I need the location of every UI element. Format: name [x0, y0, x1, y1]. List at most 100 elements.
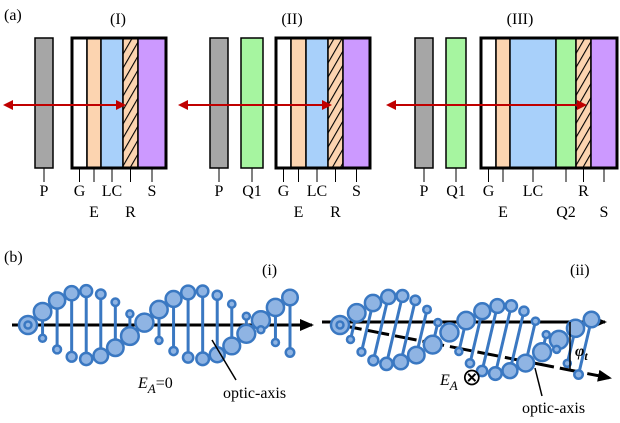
layer-label: E: [89, 204, 99, 221]
leader: [211, 339, 237, 381]
molecule-end: [222, 336, 242, 356]
molecule-end: [265, 297, 286, 318]
molecule-end: [179, 284, 197, 301]
molecule-end: [345, 334, 356, 345]
molecule-rod: [577, 319, 593, 375]
layer: [555, 37, 577, 169]
molecule-end: [487, 365, 503, 382]
molecule-end: [454, 346, 464, 357]
layer: [137, 37, 167, 169]
molecule-end: [421, 304, 433, 315]
molecule-end: [335, 320, 345, 330]
layer: [342, 37, 371, 169]
field-symbol: E: [137, 375, 148, 392]
layer: [34, 37, 54, 169]
axis-label: optic-axis: [223, 385, 286, 402]
layer-label: P: [420, 183, 429, 200]
field-state: =0: [156, 375, 173, 392]
layer: [305, 37, 329, 169]
molecule-end: [409, 294, 422, 307]
layer-label: LC: [102, 183, 122, 200]
layer: [480, 37, 497, 169]
molecule-end: [149, 299, 169, 320]
layer: [275, 37, 292, 169]
axis-label: optic-axis: [522, 400, 585, 417]
layer-label: G: [278, 183, 290, 200]
molecule-end: [530, 316, 541, 327]
molecule-end: [531, 342, 553, 363]
molecule-end: [504, 298, 519, 313]
layer-label: LC: [307, 183, 327, 200]
layer: [590, 37, 618, 169]
molecule-end: [346, 302, 367, 323]
molecule-end: [395, 288, 410, 304]
molecule-end: [195, 351, 211, 367]
layer-label: G: [483, 183, 495, 200]
layer: [445, 37, 467, 169]
layer-label: E: [294, 204, 304, 221]
molecule-end: [367, 354, 380, 367]
layer-label: Q1: [242, 183, 262, 200]
molecule-end: [256, 324, 266, 335]
layer-label: Q2: [556, 204, 576, 221]
molecule-end: [516, 353, 536, 373]
field-sub: A: [449, 378, 458, 393]
layer: [414, 37, 434, 169]
molecule-end: [379, 356, 394, 372]
molecule-end: [363, 293, 383, 313]
layer: [290, 37, 307, 169]
molecule-end: [119, 325, 140, 347]
molecule-end: [241, 311, 252, 321]
layer: [495, 37, 511, 169]
molecule-rod: [508, 310, 526, 372]
molecule-rod: [371, 296, 390, 361]
molecule-end: [110, 297, 121, 308]
layer: [575, 37, 592, 169]
layer-label: G: [74, 183, 86, 200]
molecule-end: [473, 302, 492, 321]
molecule-end: [94, 288, 107, 301]
molecule-end: [573, 369, 585, 381]
layer: [86, 37, 102, 169]
layer-label: R: [330, 204, 341, 221]
molecule-end: [63, 284, 80, 302]
molecule-end: [406, 345, 426, 365]
molecule-end: [541, 329, 551, 340]
molecule-end: [475, 364, 489, 378]
molecule-end: [489, 297, 506, 315]
molecule-end: [23, 320, 33, 330]
molecule-end: [195, 284, 210, 299]
molecule-end: [79, 283, 94, 299]
layer-label: R: [125, 204, 136, 221]
molecule-rod: [480, 305, 499, 372]
angle-sub: t: [584, 349, 588, 363]
part-title: (ii): [570, 262, 590, 279]
molecule-end: [168, 345, 179, 357]
layer-label: P: [40, 183, 49, 200]
field-label: EA ⊗: [439, 365, 482, 393]
panel-label: (b): [4, 249, 23, 266]
molecule-end: [464, 357, 476, 369]
panel-label: (a): [4, 7, 22, 24]
layer: [122, 37, 139, 169]
molecule-end: [32, 301, 53, 322]
layer: [209, 37, 229, 169]
molecule-end: [551, 344, 562, 355]
layer-label: E: [498, 204, 508, 221]
molecule-end: [284, 347, 296, 358]
layer-label: Q1: [446, 183, 466, 200]
layer-label: S: [148, 183, 157, 200]
layer: [509, 37, 557, 169]
molecule-end: [280, 288, 300, 307]
molecule-end: [37, 333, 48, 344]
molecule-end: [433, 317, 443, 328]
field-sub: A: [147, 381, 156, 396]
molecule-end: [154, 335, 164, 346]
molecule-end: [164, 289, 183, 309]
field-label: EA=0: [137, 375, 173, 396]
angle-label: φt: [575, 343, 588, 363]
molecule-end: [51, 344, 63, 355]
molecule-end: [439, 322, 460, 343]
